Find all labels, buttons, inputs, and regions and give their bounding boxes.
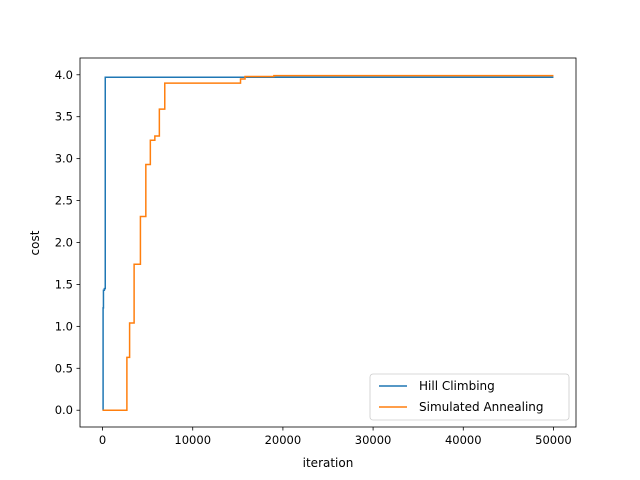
x-tick-label: 10000 xyxy=(174,433,211,447)
legend-label-simulated-annealing: Simulated Annealing xyxy=(419,400,544,414)
y-tick-label: 1.5 xyxy=(55,277,73,291)
legend-label-hill-climbing: Hill Climbing xyxy=(419,379,495,393)
legend-box xyxy=(369,373,570,421)
x-tick-label: 0 xyxy=(99,433,106,447)
x-tick-label: 40000 xyxy=(445,433,482,447)
x-tick-label: 20000 xyxy=(265,433,302,447)
y-tick-label: 2.0 xyxy=(55,236,73,250)
y-tick-label: 3.5 xyxy=(55,110,73,124)
y-tick-label: 0.5 xyxy=(55,361,73,375)
series-line-simulated-annealing xyxy=(102,74,554,411)
x-tick-label: 30000 xyxy=(355,433,392,447)
series-line-hill-climbing xyxy=(102,76,554,411)
y-tick-label: 0.0 xyxy=(55,403,73,417)
legend: Hill Climbing Simulated Annealing xyxy=(369,373,570,421)
y-axis-label: cost xyxy=(28,230,42,255)
y-tick-label: 3.0 xyxy=(55,152,73,166)
y-axis-ticks: 0.0 0.5 1.0 1.5 2.0 2.5 3.0 3.5 4.0 xyxy=(55,68,80,417)
y-tick-label: 2.5 xyxy=(55,194,73,208)
x-axis-label: iteration xyxy=(303,456,354,470)
x-axis-ticks: 0 10000 20000 30000 40000 50000 xyxy=(99,427,572,447)
y-tick-label: 1.0 xyxy=(55,319,73,333)
series-layer xyxy=(102,74,554,411)
y-tick-label: 4.0 xyxy=(55,68,73,82)
x-tick-label: 50000 xyxy=(535,433,572,447)
